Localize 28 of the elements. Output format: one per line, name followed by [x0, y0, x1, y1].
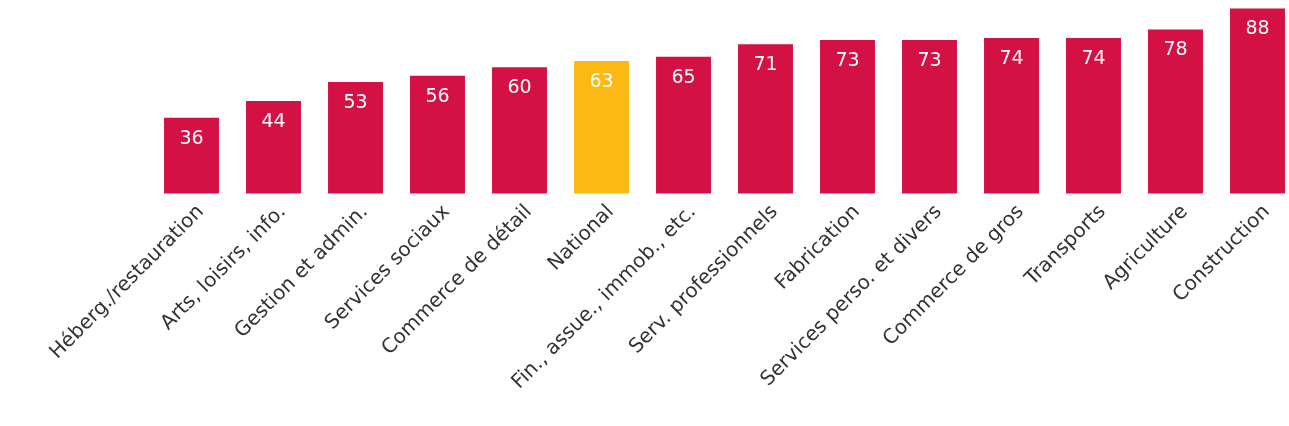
- data-label: 74: [999, 45, 1024, 68]
- data-label: 53: [343, 90, 368, 113]
- data-label: 56: [425, 83, 450, 106]
- data-label: 60: [507, 75, 532, 98]
- bar: [1230, 8, 1285, 194]
- data-label: 65: [671, 64, 696, 87]
- bar: [1066, 37, 1121, 194]
- data-label: 88: [1245, 16, 1270, 39]
- bar: [902, 39, 957, 194]
- data-label: 63: [589, 69, 614, 91]
- bar: [246, 100, 301, 194]
- data-label: 73: [917, 47, 942, 70]
- bar: [656, 56, 711, 194]
- bar: [164, 117, 219, 194]
- data-label: 44: [261, 108, 286, 131]
- bar: [984, 37, 1039, 194]
- bar: [410, 75, 465, 194]
- bar: [492, 67, 547, 194]
- bar: [820, 39, 875, 194]
- data-label: 71: [753, 52, 778, 75]
- data-label: 74: [1081, 45, 1106, 68]
- data-label: 73: [835, 47, 860, 70]
- data-label: 36: [179, 125, 204, 148]
- bar: [574, 61, 629, 194]
- bar: [1148, 29, 1203, 194]
- bar: [328, 82, 383, 194]
- bar: [738, 44, 793, 194]
- data-label: 78: [1163, 37, 1188, 60]
